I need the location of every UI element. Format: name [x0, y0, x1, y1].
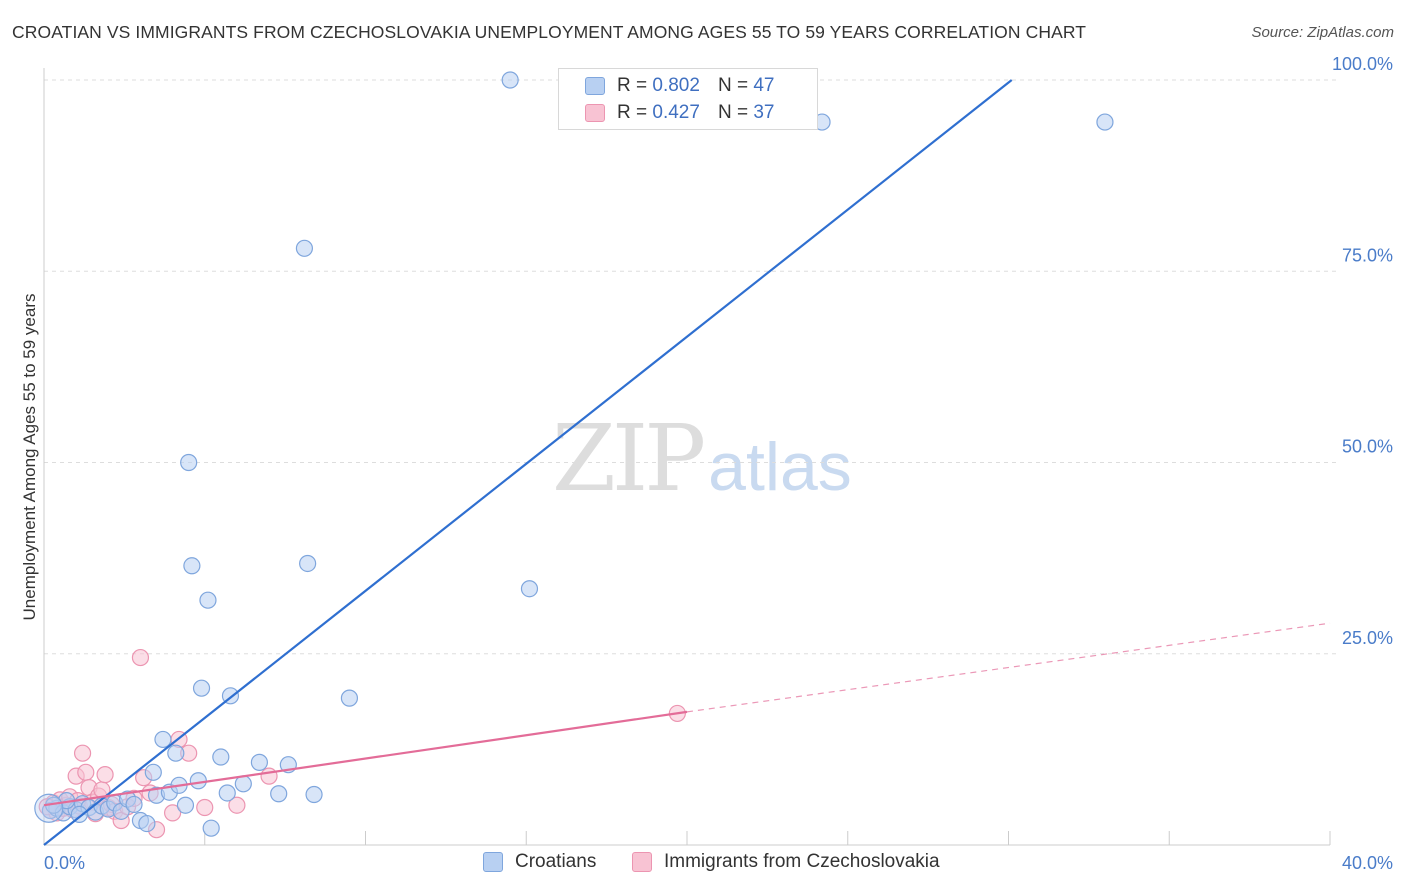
series-swatch-pink	[632, 852, 652, 872]
croatians-point	[270, 785, 288, 803]
series-legend-immigrants[interactable]: Immigrants from Czechoslovakia	[632, 851, 940, 873]
legend-n-label: N =	[717, 75, 749, 96]
legend-r-label: R =	[617, 102, 648, 123]
x-tick-label-max: 40.0%	[1342, 853, 1393, 873]
croatians-point	[154, 730, 172, 749]
y-axis-label: Unemployment Among Ages 55 to 59 years	[20, 294, 39, 621]
immigrants-point	[260, 767, 278, 785]
croatians-point	[305, 785, 323, 804]
croatians-point	[520, 580, 539, 598]
immigrants-trend-extension	[686, 622, 1331, 713]
immigrants-point	[164, 804, 182, 822]
label-layer: 25.0% 50.0% 75.0% 100.0% 0.0% 40.0% Unemployme…	[20, 54, 1393, 873]
croatians-cluster-point	[34, 793, 64, 823]
series-legend: Croatians Immigrants from Czechoslovakia	[0, 851, 1406, 877]
croatians-point	[144, 763, 162, 781]
y-tick-label: 25.0%	[1342, 628, 1393, 648]
legend-n-value: 47	[753, 75, 775, 96]
legend-r-label: R =	[617, 75, 648, 96]
chart-title: CROATIAN VS IMMIGRANTS FROM CZECHOSLOVAK…	[12, 22, 1087, 42]
y-tick-label: 100.0%	[1332, 54, 1393, 74]
correlation-legend: R = 0.802 N = 47 R = 0.427 N = 37	[558, 68, 818, 130]
y-tick-label: 75.0%	[1342, 245, 1393, 265]
croatians-point	[199, 591, 217, 609]
legend-row-immigrants: R = 0.427 N = 37	[585, 100, 774, 126]
croatians-point	[218, 784, 236, 802]
croatians-point	[299, 554, 317, 573]
croatians-point	[212, 748, 230, 766]
watermark: ZIPatlas	[552, 405, 852, 512]
immigrants-point	[73, 744, 92, 762]
immigrants-point	[96, 766, 114, 784]
legend-swatch-pink	[585, 104, 605, 122]
series-label: Croatians	[515, 851, 597, 872]
grid-layer	[44, 79, 1340, 655]
legend-row-croatians: R = 0.802 N = 47	[585, 73, 774, 99]
legend-n-label: N =	[717, 102, 749, 123]
croatians-point	[250, 753, 269, 771]
immigrants-point	[77, 763, 95, 781]
trend-layer	[43, 79, 1331, 846]
y-tick-label: 50.0%	[1342, 437, 1393, 457]
axis-layer	[43, 68, 1331, 846]
legend-n-value: 37	[753, 102, 775, 123]
legend-swatch-blue	[585, 77, 605, 95]
legend-r-value: 0.802	[652, 75, 700, 96]
croatians-point	[125, 795, 143, 814]
croatians-point	[176, 796, 195, 814]
immigrants-point	[228, 796, 246, 814]
croatians-point	[138, 814, 156, 833]
croatians-point	[180, 453, 198, 472]
croatians-point	[189, 772, 207, 790]
croatians-trend-line	[43, 79, 1013, 846]
series-label: Immigrants from Czechoslovakia	[664, 851, 940, 872]
x-tick-label-min: 0.0%	[44, 853, 85, 873]
croatians-point	[295, 239, 314, 257]
croatians-points-layer	[34, 71, 1114, 837]
croatians-point	[183, 557, 201, 575]
croatians-point	[501, 71, 519, 89]
croatians-point	[1096, 113, 1114, 131]
croatians-point	[202, 819, 220, 837]
immigrants-point	[131, 648, 150, 667]
series-swatch-blue	[483, 852, 503, 872]
watermark-atlas: atlas	[708, 429, 852, 505]
immigrants-trend-line	[43, 710, 688, 807]
legend-r-value: 0.427	[652, 102, 700, 123]
croatians-point	[167, 744, 185, 762]
croatians-point	[192, 679, 211, 697]
series-legend-croatians[interactable]: Croatians	[483, 851, 596, 873]
croatians-point	[340, 689, 359, 707]
immigrants-point	[196, 798, 214, 817]
source-credit: Source: ZipAtlas.com	[1251, 24, 1394, 41]
croatians-point	[70, 805, 88, 824]
